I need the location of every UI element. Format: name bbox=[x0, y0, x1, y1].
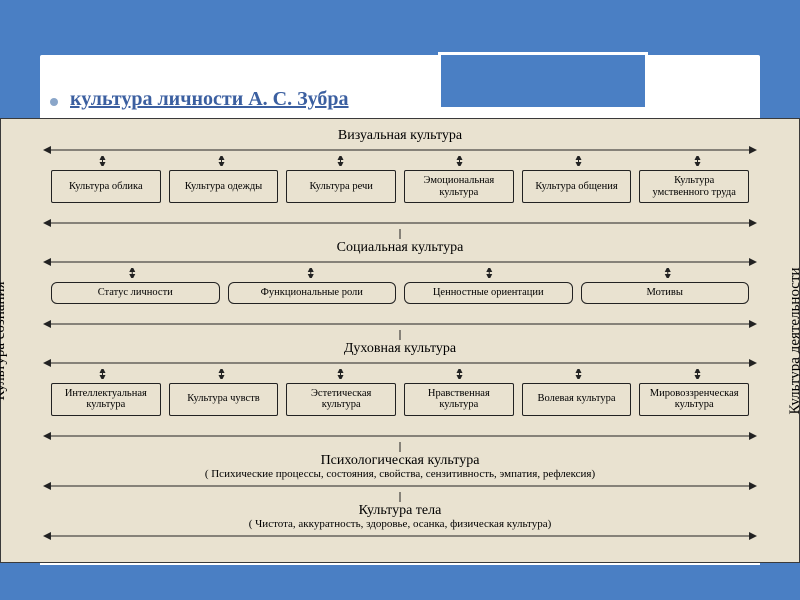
diagram-node: Эмоциональная культура bbox=[404, 170, 514, 203]
diagram-node: Культура облика bbox=[51, 170, 161, 203]
title-link[interactable]: культура личности А. С. Зубра bbox=[70, 88, 349, 111]
right-axis-label: Культура деятельности bbox=[787, 267, 800, 414]
section-heading: Психологическая культура bbox=[43, 452, 757, 469]
bullet-icon bbox=[50, 98, 58, 106]
section-rule bbox=[43, 256, 757, 268]
node-row: Культура обликаКультура одеждыКультура р… bbox=[43, 166, 757, 207]
diagram-node: Мировоззренческая культура bbox=[639, 383, 749, 416]
section-heading: Социальная культура bbox=[43, 239, 757, 256]
section-heading: Культура тела bbox=[43, 502, 757, 519]
node-row: Статус личности Функциональные роли Ценнос… bbox=[43, 278, 757, 308]
diagram-node: Статус личности bbox=[51, 282, 220, 304]
section-subtitle: ( Чистота, аккуратность, здоровье, осанк… bbox=[43, 518, 757, 530]
diagram-node: Культура общения bbox=[522, 170, 632, 203]
diagram-node: Ценностные ориентации bbox=[404, 282, 573, 304]
section-rule bbox=[43, 430, 757, 442]
section-heading: Духовная культура bbox=[43, 340, 757, 357]
diagram-node: Интеллектуальная культура bbox=[51, 383, 161, 416]
node-row: Интеллектуальная культураКультура чувств… bbox=[43, 379, 757, 420]
diagram: Культура сознания Культура деятельности … bbox=[0, 118, 800, 563]
chart-body: Визуальная культура bbox=[43, 127, 757, 554]
diagram-node: Культура речи bbox=[286, 170, 396, 203]
section-rule bbox=[43, 530, 757, 542]
section-subtitle: ( Психические процессы, состояния, свойс… bbox=[43, 468, 757, 480]
section-rule bbox=[43, 318, 757, 330]
section-rule bbox=[43, 357, 757, 369]
section-rule bbox=[43, 217, 757, 229]
diagram-node: Нравственная культура bbox=[404, 383, 514, 416]
section-heading: Визуальная культура bbox=[43, 127, 757, 144]
diagram-node: Культура чувств bbox=[169, 383, 279, 416]
diagram-node: Мотивы bbox=[581, 282, 750, 304]
diagram-node: Функциональные роли bbox=[228, 282, 397, 304]
diagram-node: Волевая культура bbox=[522, 383, 632, 416]
bottom-accent-bar bbox=[0, 565, 800, 600]
diagram-node: Эстетическая культура bbox=[286, 383, 396, 416]
diagram-node: Культура одежды bbox=[169, 170, 279, 203]
diagram-node: Культура умственного труда bbox=[639, 170, 749, 203]
section-rule bbox=[43, 480, 757, 492]
section-rule bbox=[43, 144, 757, 156]
title-accent-band bbox=[438, 52, 648, 110]
left-axis-label: Культура сознания bbox=[0, 281, 9, 400]
